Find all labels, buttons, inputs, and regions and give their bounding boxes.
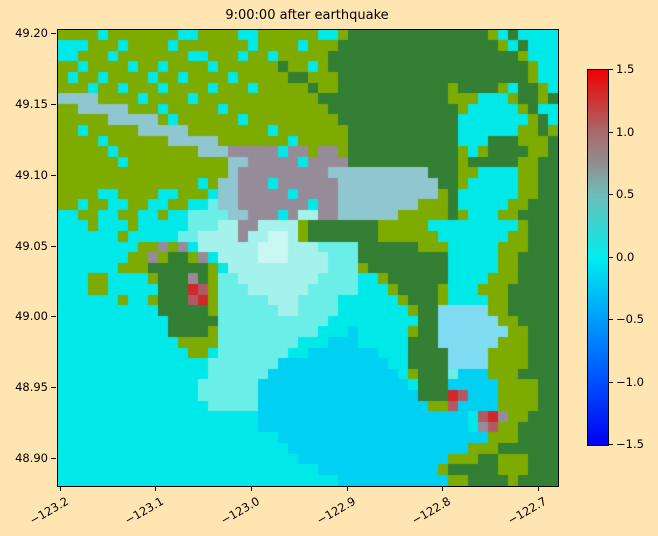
colorbar-tick-mark [609,319,613,320]
y-tick-label: 49.20 [15,26,48,41]
x-tick-mark [442,486,444,491]
colorbar-tick-label: 1.0 [616,124,635,139]
colorbar-tick-mark [609,256,613,258]
x-tick-label: −122.8 [409,494,454,528]
x-tick-mark [155,486,157,491]
y-tick-mark [51,458,56,460]
y-tick-label: 49.00 [15,309,48,324]
plot-title: 9:00:00 after earthquake [225,8,389,23]
colorbar-tick-label: −0.5 [616,312,644,326]
x-tick-mark [59,486,61,491]
y-tick-mark [51,104,56,106]
colorbar-tick-mark [609,444,613,445]
x-tick-mark [251,486,253,491]
colorbar-tick-mark [609,381,613,383]
colorbar [587,69,609,446]
colorbar-tick-label: 0.5 [616,187,635,201]
x-tick-label: −123.0 [218,494,263,528]
colorbar-tick-mark [609,69,613,70]
y-tick-mark [51,316,56,318]
colorbar-tick-label: 0.0 [616,249,635,264]
y-tick-label: 49.15 [15,97,48,112]
colorbar-tick-label: 1.5 [616,62,635,76]
colorbar-tick-mark [609,194,613,195]
map-axes [57,29,559,487]
x-tick-label: −122.9 [313,494,358,528]
colorbar-tick-mark [609,131,613,133]
y-tick-mark [51,33,56,35]
y-tick-label: 48.90 [15,451,48,466]
x-tick-mark [346,486,348,491]
map-canvas [58,30,558,486]
x-tick-label: −122.7 [505,494,549,528]
y-tick-mark [51,174,56,176]
y-tick-label: 48.95 [15,380,48,395]
y-tick-label: 49.10 [15,167,48,182]
colorbar-tick-label: −1.5 [616,437,644,451]
x-tick-label: −123.2 [26,494,71,528]
x-tick-label: −123.1 [122,494,167,528]
y-tick-mark [51,245,56,247]
y-tick-label: 49.05 [15,238,48,253]
colorbar-tick-label: −1.0 [616,374,644,389]
y-tick-mark [51,387,56,389]
x-tick-mark [537,486,539,491]
